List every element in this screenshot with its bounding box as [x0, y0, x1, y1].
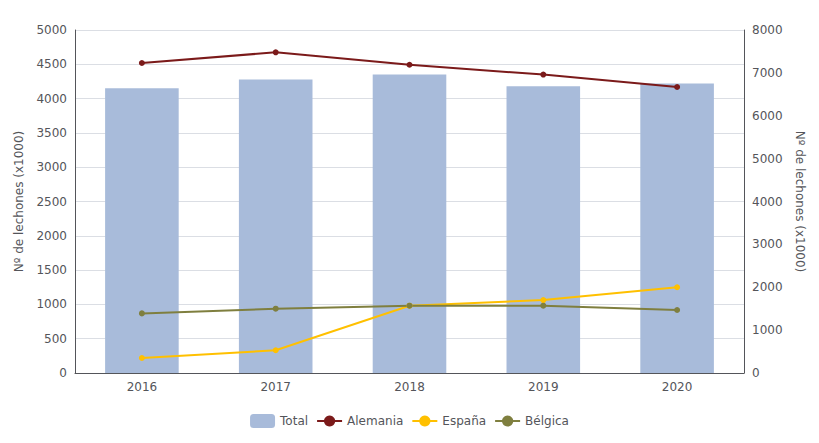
svg-text:2019: 2019 [528, 380, 559, 394]
svg-text:2000: 2000 [752, 280, 783, 294]
svg-text:Nº de lechones (x1000): Nº de lechones (x1000) [12, 131, 26, 273]
svg-text:2018: 2018 [394, 380, 425, 394]
svg-text:2017: 2017 [260, 380, 291, 394]
svg-text:1000: 1000 [36, 297, 67, 311]
svg-text:2016: 2016 [127, 380, 158, 394]
svg-text:8000: 8000 [752, 23, 783, 37]
svg-text:1000: 1000 [752, 323, 783, 337]
svg-text:Bélgica: Bélgica [525, 414, 569, 428]
svg-text:3000: 3000 [36, 160, 67, 174]
svg-text:Nº de lechones (x1000): Nº de lechones (x1000) [793, 131, 807, 273]
svg-text:Total: Total [279, 414, 308, 428]
svg-text:2000: 2000 [36, 229, 67, 243]
svg-text:6000: 6000 [752, 109, 783, 123]
svg-text:2020: 2020 [662, 380, 693, 394]
svg-text:7000: 7000 [752, 66, 783, 80]
svg-text:4500: 4500 [36, 57, 67, 71]
svg-text:4000: 4000 [752, 195, 783, 209]
svg-text:2500: 2500 [36, 195, 67, 209]
svg-text:0: 0 [59, 366, 67, 380]
svg-text:4000: 4000 [36, 92, 67, 106]
svg-text:1500: 1500 [36, 263, 67, 277]
svg-text:0: 0 [752, 366, 760, 380]
svg-text:Alemania: Alemania [347, 414, 403, 428]
svg-text:3500: 3500 [36, 126, 67, 140]
svg-text:500: 500 [44, 332, 67, 346]
svg-text:3000: 3000 [752, 237, 783, 251]
svg-text:5000: 5000 [752, 152, 783, 166]
svg-text:5000: 5000 [36, 23, 67, 37]
svg-text:España: España [442, 414, 486, 428]
